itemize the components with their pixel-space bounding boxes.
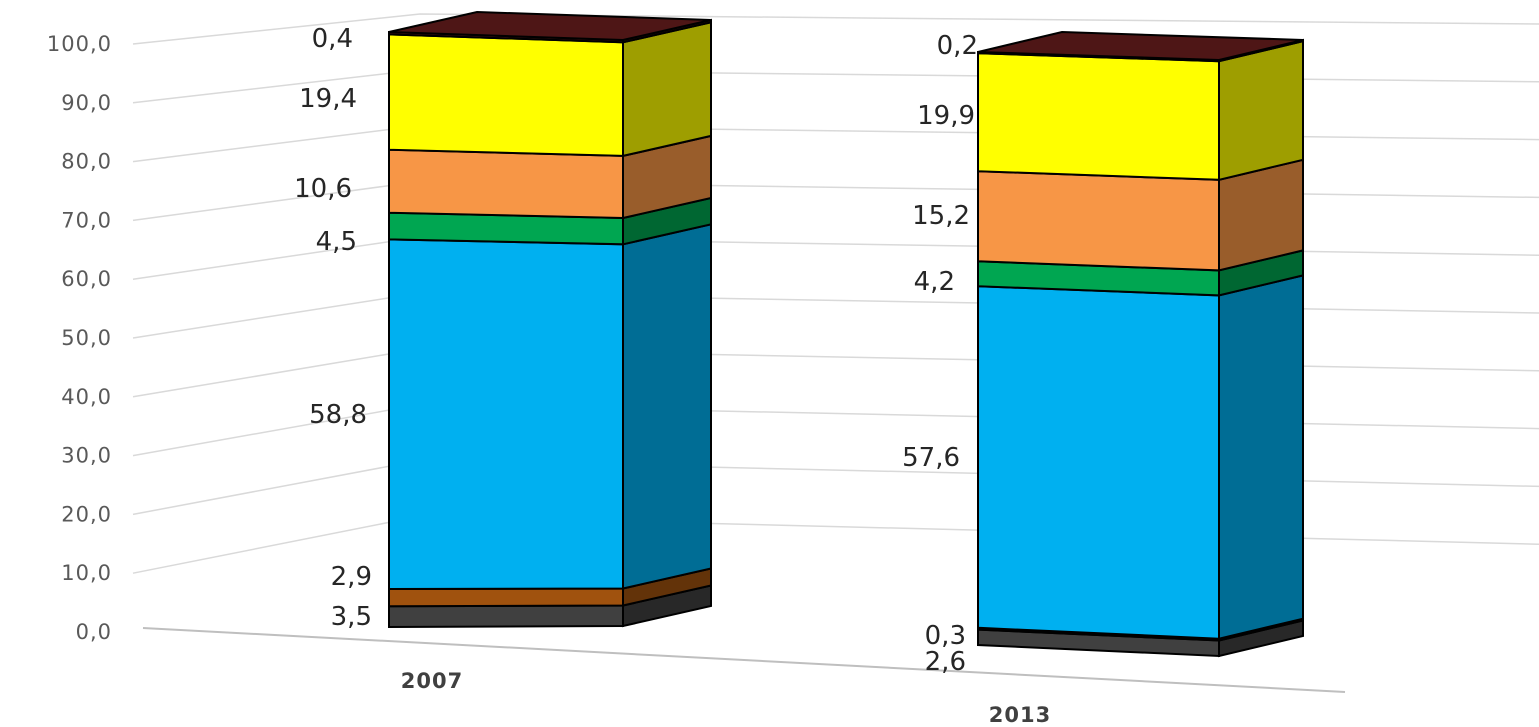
- y-tick-label: 0,0: [76, 620, 112, 644]
- bar-segment-side: [622, 223, 712, 590]
- data-label: 0,3: [925, 621, 966, 651]
- x-axis-categories: 2007 2013: [401, 669, 1051, 727]
- category-label: 2007: [401, 669, 463, 693]
- y-axis-ticks: 0,0 10,0 20,0 30,0 40,0 50,0 60,0 70,0 80,0 90,0 1…: [47, 32, 112, 644]
- data-label: 2,9: [331, 562, 372, 592]
- data-label: 4,2: [914, 267, 955, 297]
- bar-segment-front: [977, 285, 1220, 640]
- data-label: 2,6: [925, 647, 966, 677]
- data-label: 58,8: [309, 400, 367, 430]
- y-tick-label: 70,0: [61, 208, 112, 232]
- bar-segment-front: [977, 52, 1220, 181]
- data-labels: 3,5 2,9 58,8 4,5 10,6 19,4 0,4 2,60,3 57,6 4,2 15,…: [294, 24, 978, 677]
- bar-segment-side: [1218, 39, 1304, 182]
- bar-segment-front: [977, 170, 1220, 272]
- gridline: [132, 13, 1539, 45]
- data-label: 19,9: [917, 101, 975, 131]
- data-label: 19,4: [299, 84, 357, 114]
- data-label: 3,5: [331, 602, 372, 632]
- y-tick-label: 60,0: [61, 267, 112, 291]
- y-tick-label: 100,0: [47, 32, 112, 56]
- gridline: [132, 348, 1539, 398]
- data-label: 4,5: [316, 227, 357, 257]
- bar-segment-side: [1218, 274, 1304, 640]
- gridline: [132, 459, 1539, 516]
- gridline: [132, 124, 1539, 163]
- y-tick-label: 10,0: [61, 561, 112, 585]
- bar-segment-front: [388, 587, 624, 608]
- bar-top-face: [977, 30, 1304, 62]
- bars: [388, 10, 1304, 658]
- data-label: 57,6: [902, 443, 960, 473]
- bar-top-face: [388, 10, 712, 42]
- data-label: 0,2: [937, 31, 978, 61]
- y-tick-label: 40,0: [61, 385, 112, 409]
- gridline: [132, 292, 1539, 339]
- category-label: 2013: [989, 703, 1051, 723]
- data-label: 15,2: [912, 201, 970, 231]
- y-tick-label: 90,0: [61, 91, 112, 115]
- bar-segment-front: [388, 148, 624, 220]
- bar-segment-front: [388, 33, 624, 157]
- y-tick-label: 80,0: [61, 150, 112, 174]
- y-tick-label: 30,0: [61, 444, 112, 468]
- data-label: 0,4: [312, 24, 353, 54]
- bar-segment-side: [622, 21, 712, 158]
- data-label: 10,6: [294, 174, 352, 204]
- bar-segment-front: [388, 604, 624, 629]
- bar-segment-front: [388, 238, 624, 591]
- x-axis-line: [142, 627, 1346, 693]
- y-tick-label: 50,0: [61, 326, 112, 350]
- y-tick-label: 20,0: [61, 502, 112, 526]
